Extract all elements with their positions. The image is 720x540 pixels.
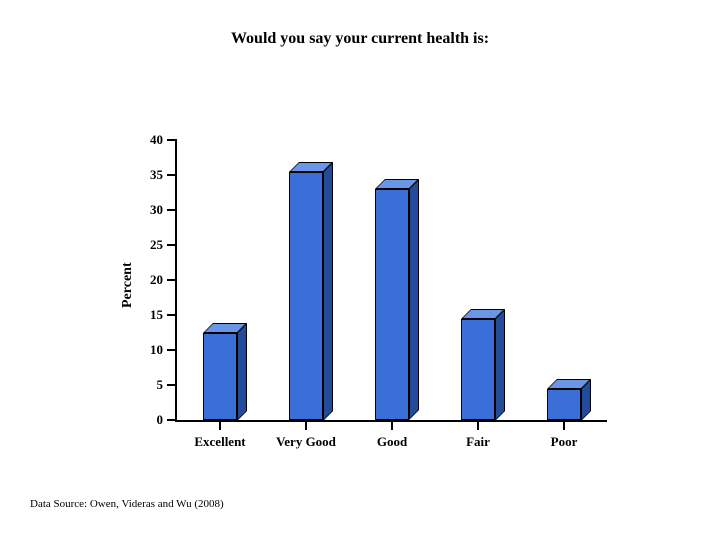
y-tick [167,384,177,386]
bar [547,379,591,421]
y-tick-label: 40 [150,132,163,148]
bar-front [289,172,323,421]
x-tick-label: Excellent [194,434,245,450]
y-tick [167,314,177,316]
bar [203,323,247,421]
y-tick-label: 35 [150,167,163,183]
bar-front [547,389,581,421]
x-tick-label: Very Good [276,434,336,450]
y-tick [167,209,177,211]
bar [375,179,419,420]
y-tick [167,349,177,351]
x-tick [391,420,393,430]
bar [289,162,333,421]
y-tick-label: 20 [150,272,163,288]
y-tick [167,174,177,176]
x-tick [219,420,221,430]
bar-side [323,162,333,421]
y-tick-label: 30 [150,202,163,218]
bar-front [375,189,409,420]
bar-side [495,309,505,421]
data-source-caption: Data Source: Owen, Videras and Wu (2008) [30,498,224,510]
y-tick-label: 15 [150,307,163,323]
x-tick [305,420,307,430]
x-tick [563,420,565,430]
bar-front [203,333,237,421]
bar-side [409,179,419,420]
chart-title: Would you say your current health is: [0,30,720,48]
y-tick [167,279,177,281]
y-tick [167,244,177,246]
x-tick-label: Good [377,434,407,450]
y-tick-label: 0 [157,412,164,428]
plot-area: 0510152025303540ExcellentVery GoodGoodFa… [175,140,607,422]
y-tick-label: 25 [150,237,163,253]
chart-area: 0510152025303540ExcellentVery GoodGoodFa… [175,140,605,420]
bar-side [237,323,247,421]
y-tick [167,419,177,421]
y-axis-label: Percent [120,262,136,308]
x-tick-label: Poor [551,434,578,450]
bar-front [461,319,495,421]
x-tick [477,420,479,430]
x-tick-label: Fair [466,434,490,450]
y-tick-label: 5 [157,377,164,393]
y-tick-label: 10 [150,342,163,358]
bar [461,309,505,421]
y-tick [167,139,177,141]
